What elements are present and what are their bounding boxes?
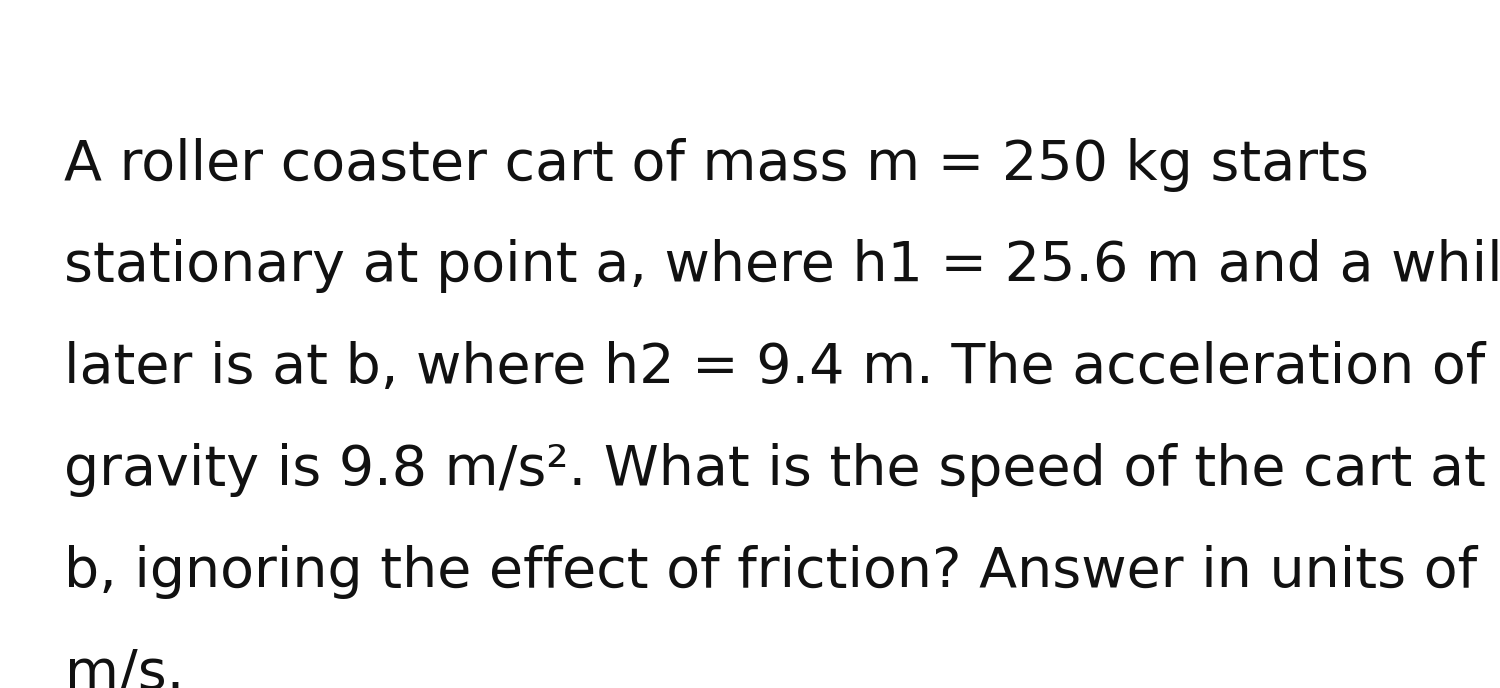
- Text: later is at b, where h2 = 9.4 m. The acceleration of: later is at b, where h2 = 9.4 m. The acc…: [64, 341, 1485, 395]
- Text: m/s.: m/s.: [64, 647, 184, 688]
- Text: b, ignoring the effect of friction? Answer in units of: b, ignoring the effect of friction? Answ…: [64, 545, 1478, 599]
- Text: stationary at point a, where h1 = 25.6 m and a while: stationary at point a, where h1 = 25.6 m…: [64, 239, 1500, 293]
- Text: gravity is 9.8 m/s². What is the speed of the cart at: gravity is 9.8 m/s². What is the speed o…: [64, 443, 1486, 497]
- Text: A roller coaster cart of mass m = 250 kg starts: A roller coaster cart of mass m = 250 kg…: [64, 138, 1370, 191]
